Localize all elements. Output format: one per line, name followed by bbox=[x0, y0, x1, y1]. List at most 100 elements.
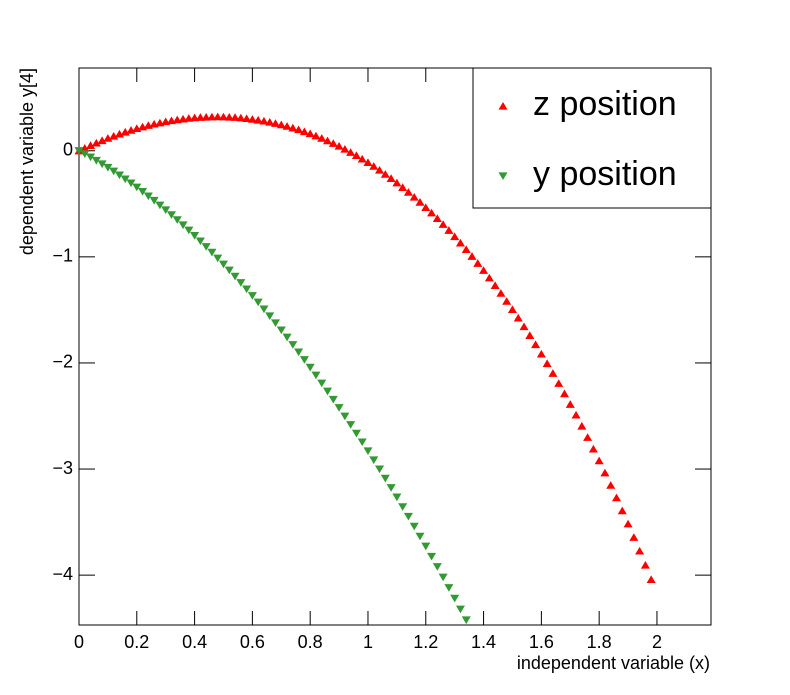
data-point bbox=[80, 150, 90, 158]
data-point bbox=[155, 201, 165, 210]
data-point bbox=[548, 369, 558, 377]
x-tick-label: 0.4 bbox=[182, 632, 207, 652]
data-point bbox=[195, 237, 205, 246]
data-point bbox=[230, 113, 240, 121]
data-point bbox=[224, 266, 234, 275]
data-point bbox=[351, 151, 361, 160]
data-point bbox=[351, 429, 361, 438]
data-point bbox=[432, 214, 442, 223]
data-point bbox=[577, 421, 587, 430]
data-point bbox=[276, 120, 286, 129]
data-point bbox=[450, 232, 460, 241]
x-tick-label: 1.4 bbox=[471, 632, 496, 652]
data-point bbox=[380, 170, 390, 178]
data-point bbox=[473, 259, 483, 267]
data-point bbox=[455, 605, 465, 614]
x-tick-label: 1.2 bbox=[413, 632, 438, 652]
data-point bbox=[646, 575, 656, 583]
data-point bbox=[299, 356, 309, 364]
data-point bbox=[392, 178, 402, 187]
data-point bbox=[513, 313, 523, 322]
data-point bbox=[224, 112, 234, 121]
data-point bbox=[236, 113, 246, 122]
data-point bbox=[369, 162, 379, 170]
data-point bbox=[357, 438, 367, 447]
data-point bbox=[612, 493, 622, 502]
data-point bbox=[496, 289, 506, 297]
data-point bbox=[635, 546, 645, 555]
data-point bbox=[415, 532, 425, 541]
legend-box bbox=[472, 67, 712, 209]
data-point bbox=[195, 113, 205, 121]
x-axis-title: independent variable (x) bbox=[517, 653, 710, 673]
data-point bbox=[166, 211, 176, 219]
y-axis-title: dependent variable y[4] bbox=[17, 68, 37, 255]
data-point bbox=[247, 115, 257, 123]
data-point bbox=[213, 112, 223, 121]
data-point bbox=[415, 198, 425, 206]
y-tick-label: −2 bbox=[52, 352, 73, 372]
data-point bbox=[213, 254, 223, 263]
data-point bbox=[109, 131, 119, 140]
x-tick-label: 1.6 bbox=[529, 632, 554, 652]
data-point bbox=[380, 474, 390, 483]
data-point bbox=[132, 183, 142, 192]
data-point bbox=[357, 154, 367, 163]
x-tick-label: 0.6 bbox=[240, 632, 265, 652]
data-point bbox=[594, 456, 604, 465]
data-point bbox=[184, 226, 194, 235]
data-point bbox=[218, 260, 228, 269]
data-point bbox=[334, 404, 344, 412]
data-point bbox=[265, 117, 275, 126]
data-point bbox=[97, 160, 107, 169]
data-point bbox=[421, 542, 431, 551]
data-point bbox=[461, 245, 471, 254]
data-point bbox=[328, 139, 338, 147]
data-point bbox=[565, 400, 575, 408]
data-point bbox=[554, 379, 564, 387]
data-point bbox=[340, 145, 350, 153]
data-point bbox=[305, 363, 315, 372]
y-tick-label: −3 bbox=[52, 458, 73, 478]
x-tick-label: 0.8 bbox=[298, 632, 323, 652]
data-point bbox=[375, 166, 385, 174]
data-point bbox=[403, 512, 413, 521]
data-point bbox=[103, 134, 113, 142]
data-point bbox=[126, 179, 136, 188]
data-point bbox=[242, 114, 252, 122]
data-point bbox=[91, 138, 101, 147]
y-tick-label: 0 bbox=[63, 140, 73, 160]
data-point bbox=[398, 503, 408, 511]
data-point bbox=[311, 131, 321, 140]
data-point bbox=[536, 349, 546, 358]
data-point bbox=[323, 136, 333, 145]
data-point bbox=[629, 533, 639, 541]
data-point bbox=[247, 292, 257, 300]
data-point bbox=[559, 389, 569, 398]
x-tick-label: 2 bbox=[652, 632, 662, 652]
y-tick-label: −4 bbox=[52, 564, 73, 584]
data-point bbox=[294, 125, 304, 134]
data-point bbox=[218, 112, 228, 121]
data-point bbox=[114, 171, 124, 180]
data-point bbox=[282, 122, 292, 130]
data-point bbox=[236, 279, 246, 287]
legend-marker bbox=[498, 172, 508, 181]
data-point bbox=[207, 112, 217, 121]
data-point bbox=[109, 167, 119, 176]
data-point bbox=[282, 333, 292, 342]
legend-label: z position bbox=[533, 85, 677, 123]
data-point bbox=[403, 188, 413, 196]
data-point bbox=[80, 143, 90, 152]
data-point bbox=[363, 158, 373, 167]
data-point bbox=[450, 594, 460, 603]
data-point bbox=[340, 412, 350, 421]
data-point bbox=[438, 220, 448, 228]
data-point bbox=[294, 348, 304, 357]
data-point bbox=[311, 371, 321, 380]
data-point bbox=[253, 115, 263, 124]
data-point bbox=[392, 493, 402, 502]
data-point bbox=[432, 563, 442, 571]
data-point bbox=[640, 561, 650, 569]
data-point bbox=[265, 312, 275, 320]
